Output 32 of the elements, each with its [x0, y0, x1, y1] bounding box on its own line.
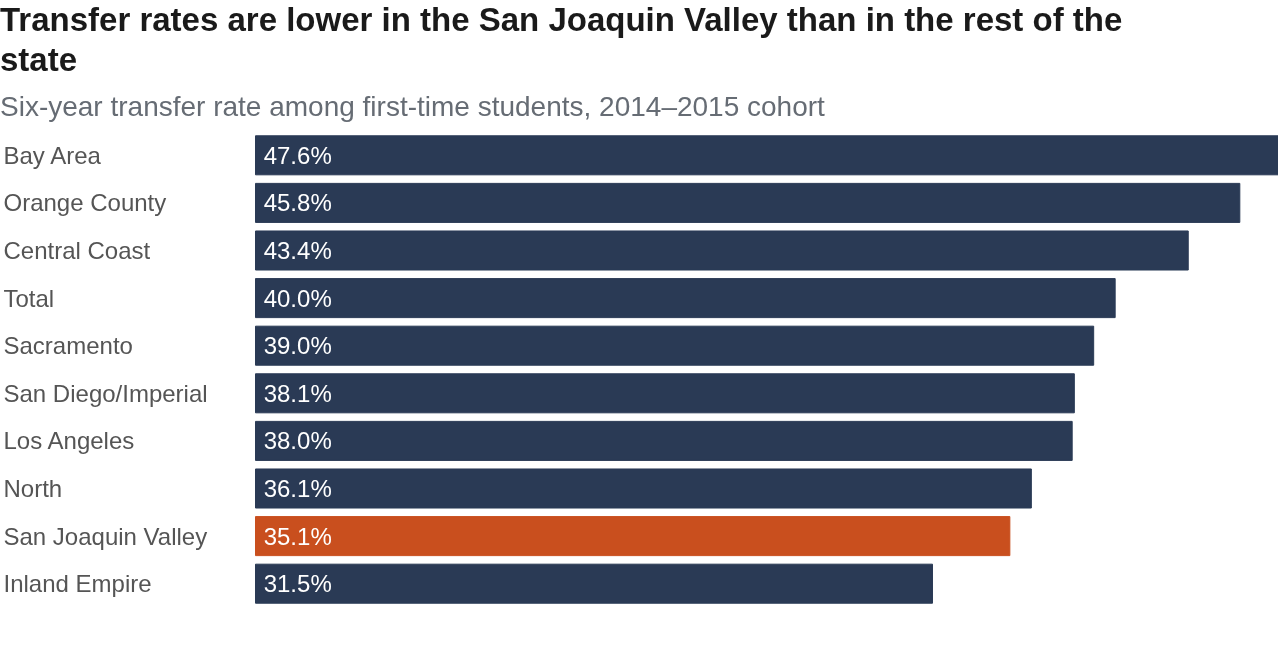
chart-subtitle: Six-year transfer rate among first-time students, 2014–2015 cohort: [0, 90, 825, 125]
bar: [255, 421, 1073, 462]
bar: [255, 563, 933, 604]
bar: [255, 325, 1095, 366]
y-tick-label: Total: [3, 284, 55, 312]
data-label: 36.1%: [263, 475, 332, 503]
y-tick-label: San Diego/Imperial: [3, 379, 208, 407]
y-tick-label: Sacramento: [3, 332, 133, 360]
bar: [255, 278, 1116, 319]
y-tick-label: Orange County: [3, 189, 167, 217]
data-label: 47.6%: [263, 141, 332, 169]
bar: [255, 135, 1278, 176]
bar: [255, 183, 1241, 224]
data-label: 40.0%: [263, 284, 332, 312]
data-label: 38.1%: [263, 379, 332, 407]
data-label: 38.0%: [263, 427, 332, 455]
data-label: 31.5%: [263, 570, 332, 598]
y-tick-label: Inland Empire: [3, 570, 152, 598]
data-label: 45.8%: [263, 189, 332, 217]
y-tick-label: Bay Area: [3, 141, 102, 169]
bar: [255, 516, 1011, 557]
bar: [255, 373, 1075, 414]
bar: [255, 468, 1032, 509]
data-label: 35.1%: [263, 522, 332, 550]
y-tick-label: North: [3, 475, 63, 503]
data-label: 39.0%: [263, 332, 332, 360]
chart-title: Transfer rates are lower in the San Joaquin Valley than in the rest of the state: [0, 0, 1124, 80]
y-tick-label: San Joaquin Valley: [3, 522, 208, 550]
data-label: 43.4%: [263, 237, 332, 265]
y-tick-label: Central Coast: [3, 237, 151, 265]
y-tick-label: Los Angeles: [3, 427, 135, 455]
bar: [255, 230, 1189, 271]
